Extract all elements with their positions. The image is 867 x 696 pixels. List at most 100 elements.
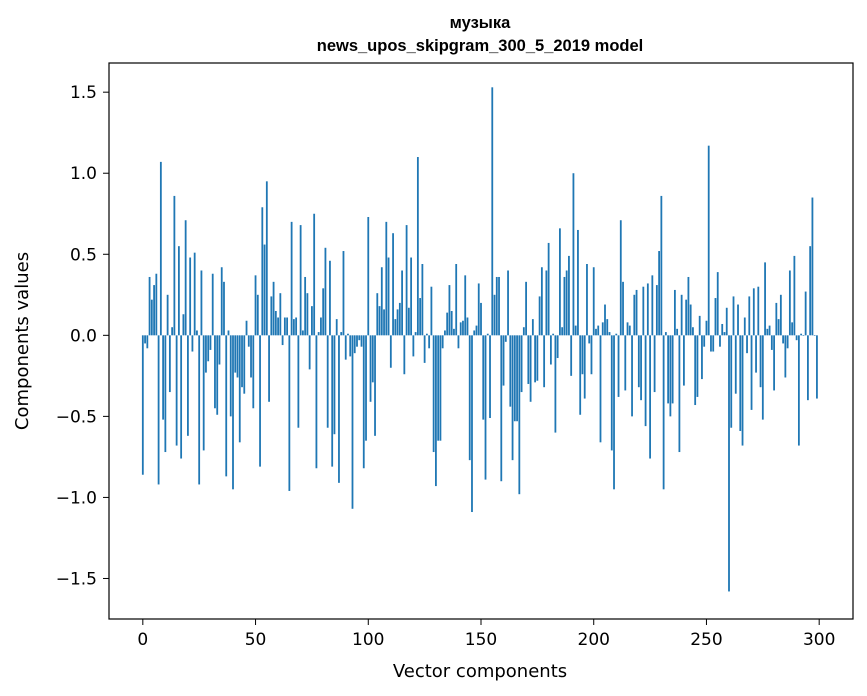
bar-133 xyxy=(441,335,444,349)
bar-20 xyxy=(187,335,189,436)
bar-104 xyxy=(376,293,379,336)
bar-118 xyxy=(407,307,410,336)
bar-37 xyxy=(225,335,228,477)
x-tick-label: 150 xyxy=(465,630,497,650)
bar-237 xyxy=(676,328,679,336)
bar-199 xyxy=(590,335,593,375)
bar-184 xyxy=(556,335,559,359)
bar-206 xyxy=(606,319,609,336)
bar-112 xyxy=(394,319,397,336)
bar-78 xyxy=(317,332,320,336)
bar-238 xyxy=(678,335,681,453)
bar-29 xyxy=(207,335,210,362)
bar-168 xyxy=(520,335,523,393)
bar-113 xyxy=(396,309,399,336)
bar-101 xyxy=(369,335,372,402)
bar-191 xyxy=(572,173,575,336)
bar-259 xyxy=(725,307,728,336)
bar-264 xyxy=(737,304,739,336)
bar-177 xyxy=(540,267,543,336)
bar-188 xyxy=(565,270,568,336)
bar-267 xyxy=(743,317,746,336)
bar-84 xyxy=(331,335,334,467)
bar-127 xyxy=(428,335,431,349)
bar-21 xyxy=(189,257,192,336)
bar-273 xyxy=(757,286,760,336)
bar-62 xyxy=(281,335,284,346)
bar-234 xyxy=(669,335,672,417)
bar-91 xyxy=(347,333,349,336)
bar-134 xyxy=(444,330,446,336)
bar-125 xyxy=(423,335,426,363)
bar-88 xyxy=(340,332,343,336)
bar-290 xyxy=(795,335,798,341)
bar-5 xyxy=(153,285,155,336)
bar-276 xyxy=(764,262,766,336)
bar-212 xyxy=(619,220,622,336)
bar-292 xyxy=(800,333,803,336)
bar-298 xyxy=(813,335,816,336)
bar-266 xyxy=(741,335,744,446)
bar-174 xyxy=(534,335,537,383)
bar-257 xyxy=(721,323,724,336)
bar-239 xyxy=(680,294,683,336)
bar-236 xyxy=(673,289,676,336)
bar-59 xyxy=(274,311,277,336)
bar-137 xyxy=(450,311,453,336)
bar-193 xyxy=(577,229,579,336)
bar-107 xyxy=(383,309,385,336)
bar-83 xyxy=(329,260,331,336)
bar-31 xyxy=(211,273,214,336)
bar-109 xyxy=(387,257,390,336)
bar-150 xyxy=(480,302,482,336)
bar-96 xyxy=(358,335,361,341)
bar-26 xyxy=(200,270,203,336)
bar-285 xyxy=(784,335,787,378)
x-tick-label: 200 xyxy=(578,630,610,650)
bar-254 xyxy=(714,298,717,336)
bar-274 xyxy=(759,335,762,388)
bar-187 xyxy=(563,276,566,336)
bar-289 xyxy=(793,255,796,336)
y-tick-label: 1.0 xyxy=(70,164,97,184)
bar-153 xyxy=(486,333,489,336)
bar-11 xyxy=(166,294,169,336)
bar-71 xyxy=(301,330,304,336)
bar-95 xyxy=(356,335,358,347)
bar-140 xyxy=(457,335,460,349)
bar-142 xyxy=(462,320,464,336)
bar-123 xyxy=(419,298,422,336)
bar-129 xyxy=(432,335,435,453)
bar-52 xyxy=(259,335,261,467)
bar-79 xyxy=(320,317,322,336)
bar-256 xyxy=(719,335,721,347)
bar-286 xyxy=(786,335,789,349)
bar-57 xyxy=(270,296,273,336)
bar-105 xyxy=(378,306,381,336)
bar-17 xyxy=(180,335,183,459)
bar-73 xyxy=(306,293,309,336)
bar-219 xyxy=(635,289,638,336)
bar-100 xyxy=(367,216,370,336)
bar-299 xyxy=(816,335,818,399)
bar-46 xyxy=(245,320,248,336)
bar-103 xyxy=(374,335,376,436)
bar-12 xyxy=(168,335,171,393)
bar-160 xyxy=(502,335,505,386)
bar-166 xyxy=(516,335,518,422)
bar-122 xyxy=(416,157,419,336)
bar-198 xyxy=(588,335,591,344)
bar-70 xyxy=(299,225,302,336)
bar-15 xyxy=(175,335,178,446)
bar-222 xyxy=(642,286,645,336)
bar-297 xyxy=(811,197,814,336)
bar-241 xyxy=(685,299,688,336)
bar-151 xyxy=(482,335,485,420)
bar-40 xyxy=(232,335,234,490)
bar-111 xyxy=(392,233,394,336)
bar-76 xyxy=(313,213,316,336)
bar-281 xyxy=(775,302,778,336)
bars-group xyxy=(141,87,818,592)
bar-293 xyxy=(802,335,805,336)
bar-61 xyxy=(279,293,282,336)
